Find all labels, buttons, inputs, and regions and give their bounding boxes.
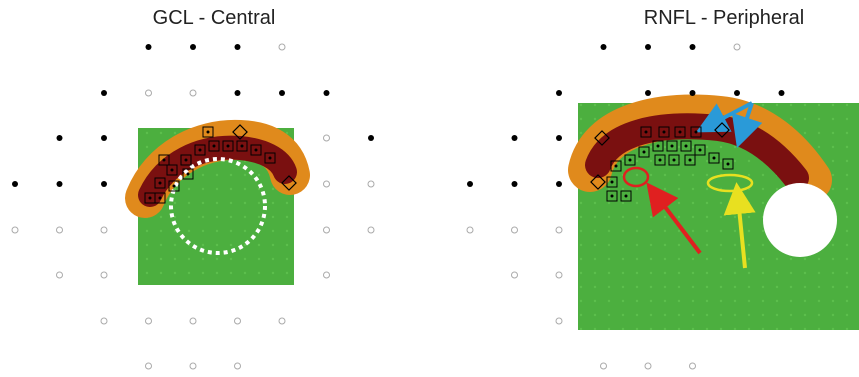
- grid-point: [556, 272, 562, 278]
- grid-point: [324, 135, 330, 141]
- grid-point: [279, 90, 285, 96]
- figure: GCL - Central RNFL - Peripheral: [0, 0, 859, 377]
- defect-dot: [713, 157, 716, 160]
- grid-point: [235, 318, 241, 324]
- defect-dot: [695, 131, 698, 134]
- defect-dot: [625, 195, 628, 198]
- optic-disc: [763, 183, 837, 257]
- grid-point: [57, 227, 63, 233]
- defect-dot: [199, 149, 202, 152]
- grid-point: [146, 318, 152, 324]
- defect-dot: [611, 195, 614, 198]
- grid-point: [101, 227, 107, 233]
- grid-point: [190, 363, 196, 369]
- grid-point: [190, 318, 196, 324]
- grid-point: [324, 90, 330, 96]
- grid-point: [368, 181, 374, 187]
- grid-point: [324, 227, 330, 233]
- grid-point: [279, 318, 285, 324]
- grid-point: [12, 181, 18, 187]
- grid-point: [556, 181, 562, 187]
- grid-point: [734, 44, 740, 50]
- defect-dot: [685, 145, 688, 148]
- grid-point: [601, 363, 607, 369]
- rnfl-map: [578, 103, 859, 330]
- defect-dot: [679, 131, 682, 134]
- grid-point: [12, 227, 18, 233]
- defect-dot: [611, 181, 614, 184]
- defect-dot: [629, 159, 632, 162]
- defect-dot: [149, 197, 152, 200]
- defect-dot: [185, 159, 188, 162]
- defect-dot: [663, 131, 666, 134]
- grid-point: [512, 181, 518, 187]
- grid-point: [190, 44, 196, 50]
- grid-point: [645, 363, 651, 369]
- grid-point: [512, 135, 518, 141]
- defect-dot: [159, 197, 162, 200]
- grid-point: [190, 90, 196, 96]
- grid-point: [556, 318, 562, 324]
- grid-point: [601, 44, 607, 50]
- grid-point: [101, 181, 107, 187]
- defect-dot: [689, 159, 692, 162]
- panel-title: RNFL - Peripheral: [644, 7, 804, 29]
- defect-dot: [727, 163, 730, 166]
- grid-point: [467, 227, 473, 233]
- defect-dot: [163, 159, 166, 162]
- grid-point: [512, 272, 518, 278]
- grid-point: [690, 363, 696, 369]
- grid-point: [235, 44, 241, 50]
- grid-point: [146, 90, 152, 96]
- defect-dot: [671, 145, 674, 148]
- defect-dot: [187, 173, 190, 176]
- defect-dot: [173, 185, 176, 188]
- defect-dot: [159, 182, 162, 185]
- defect-dot: [213, 145, 216, 148]
- grid-point: [368, 135, 374, 141]
- grid-point: [779, 90, 785, 96]
- defect-dot: [615, 165, 618, 168]
- defect-dot: [207, 131, 210, 134]
- gcl-map: [138, 128, 294, 285]
- grid-point: [235, 363, 241, 369]
- grid-point: [324, 181, 330, 187]
- grid-point: [734, 90, 740, 96]
- grid-point: [57, 135, 63, 141]
- grid-point: [57, 181, 63, 187]
- defect-dot: [659, 159, 662, 162]
- grid-point: [57, 272, 63, 278]
- grid-point: [146, 44, 152, 50]
- grid-point: [690, 90, 696, 96]
- grid-point: [467, 181, 473, 187]
- grid-point: [690, 44, 696, 50]
- grid-point: [235, 90, 241, 96]
- grid-point: [645, 44, 651, 50]
- grid-point: [101, 272, 107, 278]
- grid-point: [556, 227, 562, 233]
- grid-point: [101, 318, 107, 324]
- grid-point: [556, 135, 562, 141]
- defect-dot: [673, 159, 676, 162]
- grid-point: [556, 90, 562, 96]
- grid-point: [146, 363, 152, 369]
- grid-point: [645, 90, 651, 96]
- grid-point: [512, 227, 518, 233]
- defect-dot: [645, 131, 648, 134]
- panel-title: GCL - Central: [153, 7, 276, 29]
- grid-point: [101, 90, 107, 96]
- grid-point: [101, 135, 107, 141]
- defect-dot: [241, 145, 244, 148]
- defect-dot: [255, 149, 258, 152]
- defect-dot: [171, 169, 174, 172]
- defect-dot: [657, 145, 660, 148]
- defect-dot: [227, 145, 230, 148]
- defect-dot: [269, 157, 272, 160]
- grid-point: [324, 272, 330, 278]
- defect-dot: [699, 149, 702, 152]
- grid-point: [279, 44, 285, 50]
- defect-dot: [643, 151, 646, 154]
- grid-point: [368, 227, 374, 233]
